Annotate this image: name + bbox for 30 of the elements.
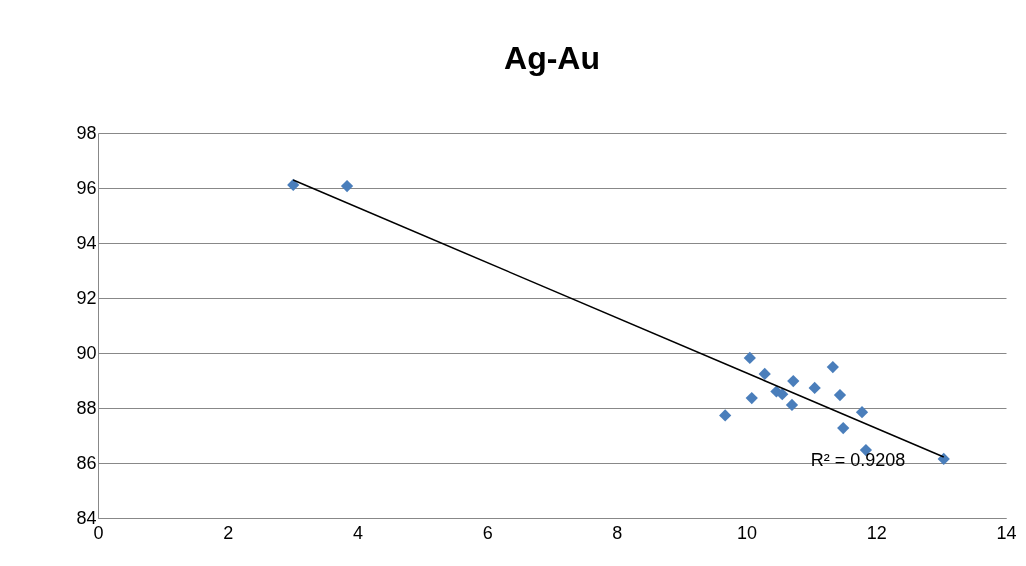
point — [837, 421, 850, 435]
x-tick-label: 8 — [612, 522, 623, 543]
x-tick-label: 6 — [482, 522, 493, 543]
point — [785, 398, 799, 412]
y-tick-label: 94 — [76, 232, 97, 253]
point — [719, 409, 732, 422]
point — [743, 351, 756, 365]
y-tick-label: 90 — [76, 342, 97, 363]
point — [787, 374, 800, 388]
annotation: R² = 0.9208 — [810, 450, 906, 470]
point — [855, 406, 869, 419]
y-tick-label: 96 — [76, 177, 97, 198]
point — [826, 360, 839, 374]
x-tick-label: 12 — [866, 522, 887, 543]
x-tick-label: 10 — [737, 522, 758, 543]
point — [937, 452, 950, 465]
y-tick-label: 92 — [76, 287, 97, 308]
y-tick-label: 98 — [76, 122, 97, 143]
point — [745, 391, 758, 405]
y-tick-label: 86 — [76, 452, 97, 473]
chart-title: Ag-Au — [504, 40, 600, 76]
y-tick-label: 88 — [76, 397, 97, 418]
x-tick-label: 4 — [352, 522, 363, 543]
point — [833, 388, 847, 402]
point — [287, 178, 300, 192]
point — [758, 367, 771, 381]
point — [808, 381, 821, 395]
x-tick-label: 2 — [223, 522, 234, 543]
point — [340, 179, 354, 193]
x-tick-label: 14 — [996, 522, 1017, 543]
